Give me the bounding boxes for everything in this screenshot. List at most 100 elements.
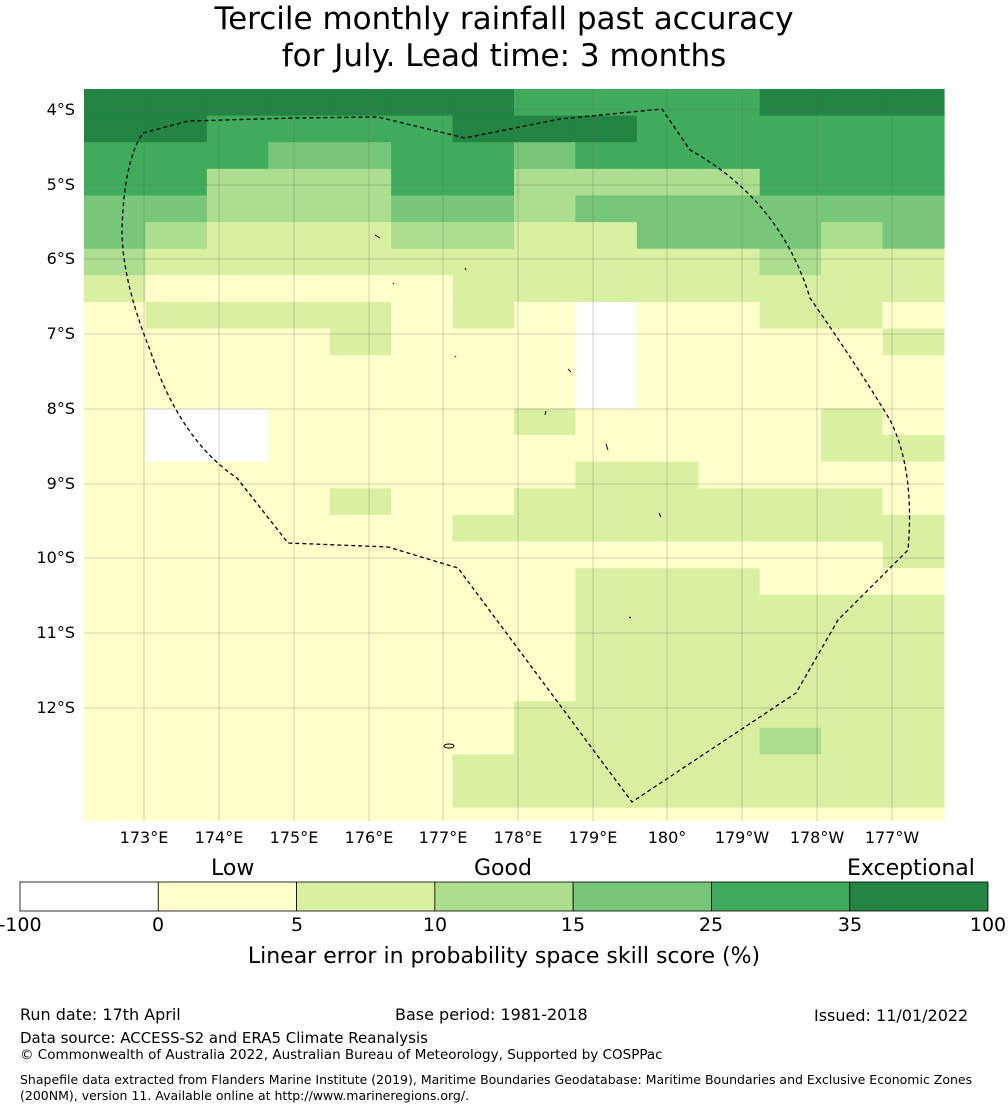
grid-cell (636, 115, 699, 143)
grid-cell (882, 488, 945, 516)
grid-cell (145, 461, 208, 489)
grid-cell (514, 781, 577, 809)
grid-cell (329, 355, 392, 383)
islands (374, 234, 662, 749)
grid-cell (514, 594, 577, 622)
grid-cell (759, 781, 822, 809)
grid-cell (514, 621, 577, 649)
grid-cell (575, 195, 638, 223)
colorbar-tick: 0 (151, 914, 165, 936)
grid-cell (84, 115, 147, 143)
lon-label: 173°E (119, 828, 169, 847)
grid-cell (206, 222, 269, 250)
grid-cell (206, 568, 269, 596)
grid-cell (268, 355, 331, 383)
colorbar-tick: 10 (422, 914, 448, 936)
grid-cell (84, 461, 147, 489)
grid-cell (391, 754, 454, 782)
grid-cell (575, 727, 638, 756)
grid-cell (84, 727, 147, 756)
grid-cell (206, 355, 269, 383)
colorbar-segment (157, 881, 297, 912)
grid-cell (329, 408, 392, 436)
grid-cell (452, 807, 515, 821)
grid-cell (268, 541, 331, 569)
grid-cell (452, 594, 515, 622)
grid-cell (84, 754, 147, 782)
grid-cell (575, 301, 638, 330)
grid-cell (636, 807, 699, 821)
category-label-low: Low (211, 856, 255, 881)
grid-cell (145, 328, 208, 356)
grid-cell (145, 781, 208, 809)
grid-cell (452, 541, 515, 569)
grid-cell (698, 488, 761, 516)
grid-cell (882, 647, 945, 676)
grid-cell (84, 568, 147, 596)
lon-label: 178°W (789, 828, 845, 847)
grid-cell (821, 621, 884, 649)
grid-cell (636, 195, 699, 223)
grid-cell (268, 115, 331, 143)
grid-cell (575, 461, 638, 489)
grid-cell (759, 115, 822, 143)
grid-cell (636, 488, 699, 516)
grid-cell (329, 647, 392, 676)
grid-cell (821, 674, 884, 702)
grid-cell (882, 89, 945, 117)
colorbar (19, 881, 989, 912)
lon-label: 180° (647, 828, 687, 847)
grid-cell (391, 275, 454, 303)
grid-cell (452, 328, 515, 356)
grid-cell (268, 781, 331, 809)
grid-cell (575, 781, 638, 809)
grid-cell (759, 89, 822, 117)
grid-cell (698, 541, 761, 569)
grid-cell (821, 115, 884, 143)
grid-cell (882, 195, 945, 223)
grid-cell (268, 435, 331, 463)
grid-cell (206, 807, 269, 821)
grid-cell (452, 381, 515, 410)
grid-cell (391, 168, 454, 197)
grid-cell (268, 754, 331, 782)
grid-cell (636, 301, 699, 330)
grid-cell (145, 301, 208, 330)
grid-cell (759, 408, 822, 436)
grid-cell (391, 328, 454, 356)
grid-cell (698, 248, 761, 276)
grid-cell (452, 168, 515, 197)
lon-label: 178°E (493, 828, 543, 847)
grid-cell (206, 142, 269, 170)
grid-cell (882, 781, 945, 809)
grid-cell (452, 568, 515, 596)
grid-cell (84, 275, 147, 303)
grid-cell (759, 807, 822, 821)
grid-cell (882, 328, 945, 356)
grid-cell (268, 168, 331, 197)
grid-cell (329, 142, 392, 170)
grid-cell (145, 541, 208, 569)
grid-cell (759, 727, 822, 756)
grid-cell (391, 781, 454, 809)
grid-cell (206, 461, 269, 489)
shapefile-credit: Shapefile data extracted from Flanders M… (20, 1072, 973, 1103)
island (544, 410, 547, 416)
grid-cell (882, 168, 945, 197)
grid-cell (329, 115, 392, 143)
colorbar-tick: 25 (698, 914, 724, 936)
grid-cell (206, 727, 269, 756)
grid-cell (636, 381, 699, 410)
colorbar-tick: -100 (0, 914, 42, 936)
island (392, 282, 395, 285)
grid-cell (759, 754, 822, 782)
grid-cell (391, 301, 454, 330)
grid-cell (821, 807, 884, 821)
grid-cell (882, 435, 945, 463)
grid-cell (882, 701, 945, 729)
grid-cell (821, 328, 884, 356)
grid-cell (391, 701, 454, 729)
lat-label: 7°S (46, 324, 75, 343)
grid-cell (268, 248, 331, 276)
grid-cell (206, 248, 269, 276)
